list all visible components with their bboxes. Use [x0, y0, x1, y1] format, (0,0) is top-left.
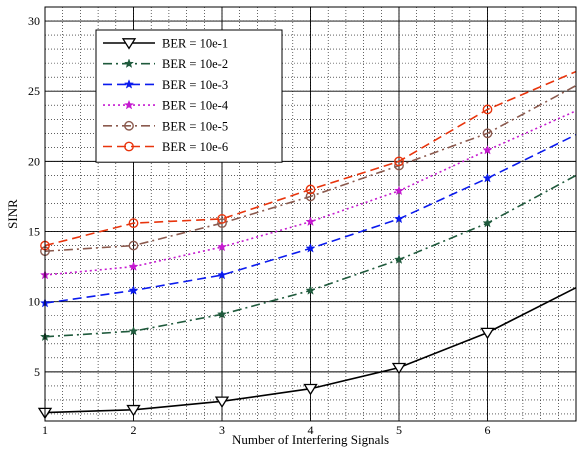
legend-box: [95, 29, 283, 163]
data-point: [305, 216, 316, 227]
legend-label: BER = 10e-3: [162, 78, 228, 92]
series-line: [44, 84, 577, 252]
data-point: [480, 327, 495, 340]
data-point: [124, 120, 134, 131]
data-point: [305, 191, 316, 202]
data-point: [124, 141, 134, 152]
data-point: [123, 79, 135, 89]
x-tick-label: 1: [42, 423, 48, 437]
y-tick-label: 5: [34, 365, 40, 379]
data-point: [121, 38, 137, 50]
data-point: [482, 128, 493, 139]
data-point: [126, 404, 141, 417]
data-point: [123, 99, 135, 110]
data-point: [217, 214, 227, 224]
legend-item: BER = 10e-1: [103, 37, 228, 51]
data-point: [128, 261, 139, 271]
legend-label: BER = 10e-2: [162, 57, 228, 71]
data-point: [305, 184, 316, 195]
legend-label: BER = 10e-1: [162, 37, 228, 51]
legend-item: BER = 10e-5: [103, 119, 228, 133]
data-point: [217, 218, 227, 229]
data-point: [482, 217, 493, 228]
data-point: [128, 218, 139, 229]
x-tick-label: 5: [396, 423, 402, 437]
y-tick-label: 30: [28, 14, 40, 28]
x-axis-label: Number of Interfering Signals: [232, 432, 389, 447]
y-axis-label: SINR: [5, 199, 20, 229]
y-tick-label: 15: [28, 225, 40, 239]
legend-item: BER = 10e-4: [103, 99, 229, 113]
data-point: [393, 185, 405, 196]
data-point: [216, 269, 228, 280]
data-point: [214, 396, 230, 408]
data-point: [305, 285, 316, 295]
legend-item: BER = 10e-2: [103, 57, 228, 71]
legend-label: BER = 10e-5: [162, 119, 228, 133]
series: [40, 70, 577, 251]
y-tick-label: 25: [28, 84, 40, 98]
data-point: [482, 104, 493, 115]
y-tick-label: 20: [28, 154, 40, 168]
series: [39, 133, 577, 308]
legend: BER = 10e-1 BER = 10e-2 BER = 10e-3 BER = 1…: [95, 29, 283, 163]
legend-label: BER = 10e-4: [162, 99, 229, 113]
legend-label: BER = 10e-6: [162, 140, 228, 154]
data-point: [482, 172, 493, 183]
data-point: [305, 243, 316, 253]
series-line: [44, 70, 577, 247]
data-point: [303, 383, 318, 396]
y-tick-label: 10: [28, 295, 40, 309]
plot-frame: [44, 6, 577, 422]
data-point: [394, 156, 404, 167]
data-point: [482, 144, 493, 155]
legend-item: BER = 10e-3: [103, 78, 228, 92]
x-tick-label: 3: [219, 423, 225, 437]
x-tick-label: 2: [131, 423, 137, 437]
tick-labels: 1 2 3 4 5 6 5 10 15 20 25 30: [28, 14, 491, 437]
data-point: [123, 58, 135, 69]
legend-item: BER = 10e-6: [103, 140, 228, 154]
x-tick-label: 6: [485, 423, 491, 437]
series: [37, 286, 577, 420]
data-point: [128, 325, 139, 336]
data-point: [128, 285, 139, 295]
data-point: [393, 213, 405, 224]
series: [39, 110, 577, 280]
data-point: [393, 254, 405, 264]
data-point: [216, 241, 228, 252]
data-point: [128, 240, 139, 251]
series-layer: [37, 70, 577, 420]
data-point: [216, 309, 228, 319]
x-tick-label: 4: [308, 423, 314, 437]
data-point: [391, 362, 407, 375]
